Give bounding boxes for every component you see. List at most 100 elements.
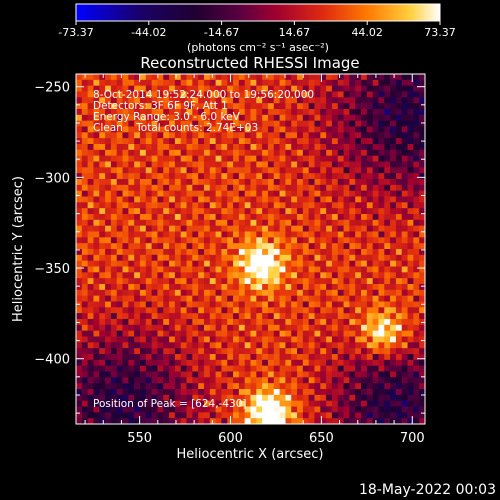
heatmap-cell bbox=[262, 394, 269, 402]
heatmap-cell bbox=[331, 161, 339, 168]
heatmap-cell bbox=[349, 418, 356, 424]
heatmap-cell bbox=[314, 319, 321, 326]
heatmap-cell bbox=[192, 132, 199, 139]
heatmap-cell bbox=[308, 406, 315, 413]
heatmap-cell bbox=[419, 103, 425, 110]
heatmap-cell bbox=[145, 138, 153, 145]
heatmap-cell bbox=[157, 155, 164, 162]
annotation-detectors: Detectors: 3F 6F 9F, Att 1 bbox=[93, 100, 228, 112]
heatmap-cell bbox=[250, 342, 257, 349]
heatmap-cell bbox=[163, 324, 170, 332]
heatmap-cell bbox=[343, 167, 350, 174]
heatmap-cell bbox=[343, 418, 350, 424]
heatmap-cell bbox=[134, 406, 141, 413]
heatmap-cell bbox=[169, 272, 176, 279]
heatmap-cell bbox=[110, 179, 118, 186]
heatmap-cell bbox=[227, 126, 234, 133]
heatmap-cell bbox=[366, 214, 374, 221]
heatmap-cell bbox=[349, 412, 356, 419]
heatmap-cell bbox=[256, 301, 263, 308]
heatmap-cell bbox=[320, 307, 327, 314]
heatmap-cell bbox=[390, 324, 397, 332]
heatmap-cell bbox=[355, 313, 362, 320]
heatmap-cell bbox=[372, 225, 379, 232]
heatmap-cell bbox=[122, 202, 129, 209]
heatmap-cell bbox=[186, 412, 193, 419]
heatmap-cell bbox=[105, 330, 112, 337]
heatmap-cell bbox=[116, 418, 123, 424]
heatmap-cell bbox=[337, 260, 344, 267]
heatmap-cell bbox=[273, 173, 280, 180]
heatmap-cell bbox=[302, 126, 310, 133]
heatmap-cell bbox=[139, 219, 147, 227]
heatmap-cell bbox=[215, 196, 222, 203]
heatmap-cell bbox=[99, 342, 106, 349]
heatmap-cell bbox=[198, 394, 205, 402]
heatmap-cell bbox=[401, 272, 408, 279]
heatmap-cell bbox=[372, 359, 379, 367]
heatmap-cell bbox=[215, 359, 222, 367]
heatmap-cell bbox=[99, 214, 106, 221]
heatmap-cell bbox=[99, 278, 106, 285]
heatmap-cell bbox=[262, 313, 269, 320]
heatmap-cell bbox=[407, 400, 414, 407]
heatmap-cell bbox=[215, 85, 222, 92]
heatmap-cell bbox=[198, 155, 205, 162]
heatmap-cell bbox=[343, 225, 350, 232]
heatmap-cell bbox=[180, 219, 187, 227]
heatmap-cell bbox=[244, 155, 251, 162]
heatmap-cell bbox=[105, 295, 112, 302]
heatmap-cell bbox=[221, 126, 228, 133]
heatmap-cell bbox=[76, 208, 83, 215]
heatmap-cell bbox=[110, 389, 118, 396]
heatmap-cell bbox=[87, 167, 94, 174]
heatmap-cell bbox=[134, 126, 141, 133]
heatmap-cell bbox=[390, 266, 397, 273]
heatmap-cell bbox=[297, 149, 304, 157]
heatmap-cell bbox=[372, 319, 379, 326]
heatmap-cell bbox=[139, 225, 147, 232]
heatmap-cell bbox=[203, 342, 211, 349]
heatmap-cell bbox=[390, 231, 397, 238]
heatmap-cell bbox=[326, 214, 333, 221]
heatmap-cell bbox=[134, 97, 141, 104]
heatmap-cell bbox=[320, 313, 327, 320]
heatmap-cell bbox=[314, 400, 321, 407]
heatmap-cell bbox=[291, 406, 298, 413]
heatmap-cell bbox=[343, 336, 350, 343]
heatmap-cell bbox=[93, 155, 100, 162]
heatmap-cell bbox=[244, 190, 251, 197]
heatmap-cell bbox=[395, 342, 403, 349]
heatmap-cell bbox=[285, 330, 292, 337]
heatmap-cell bbox=[128, 394, 135, 402]
heatmap-cell bbox=[87, 260, 94, 267]
heatmap-cell bbox=[180, 132, 187, 139]
heatmap-cell bbox=[337, 225, 344, 232]
heatmap-cell bbox=[145, 394, 153, 402]
heatmap-cell bbox=[151, 196, 158, 203]
heatmap-cell bbox=[192, 301, 199, 308]
heatmap-cell bbox=[169, 202, 176, 209]
heatmap-cell bbox=[314, 313, 321, 320]
heatmap-cell bbox=[93, 231, 100, 238]
heatmap-cell bbox=[157, 313, 164, 320]
heatmap-cell bbox=[337, 278, 344, 285]
heatmap-cell bbox=[122, 266, 129, 273]
heatmap-cell bbox=[279, 132, 286, 139]
heatmap-cell bbox=[134, 400, 141, 407]
heatmap-cell bbox=[395, 179, 403, 186]
heatmap-cell bbox=[163, 383, 170, 390]
heatmap-cell bbox=[395, 231, 403, 238]
heatmap-cell bbox=[291, 249, 298, 256]
heatmap-cell bbox=[233, 418, 240, 424]
heatmap-cell bbox=[215, 406, 222, 413]
heatmap-cell bbox=[151, 126, 158, 133]
heatmap-cell bbox=[390, 190, 397, 197]
heatmap-cell bbox=[163, 120, 170, 127]
heatmap-cell bbox=[407, 225, 414, 232]
heatmap-cell bbox=[110, 365, 118, 372]
heatmap-cell bbox=[145, 97, 153, 104]
heatmap-cell bbox=[134, 266, 141, 273]
heatmap-cell bbox=[401, 114, 408, 122]
heatmap-cell bbox=[227, 114, 234, 122]
